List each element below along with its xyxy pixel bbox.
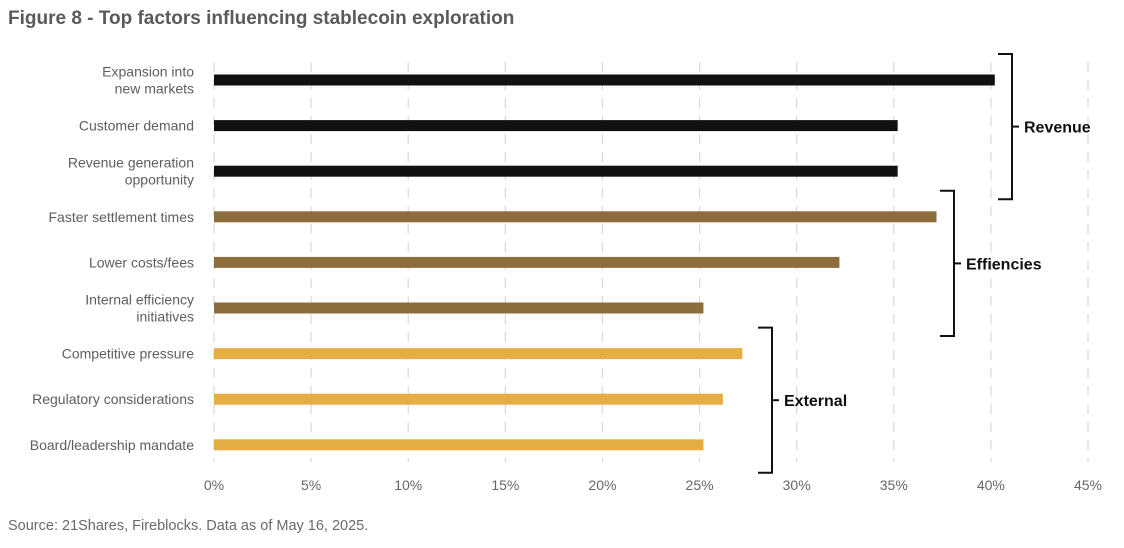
x-tick-label: 40% — [977, 477, 1005, 493]
group-bracket — [998, 53, 1013, 201]
chart-title: Figure 8 - Top factors influencing stabl… — [8, 8, 515, 29]
x-tick-label: 20% — [588, 477, 616, 493]
bar — [214, 211, 937, 223]
group-bracket — [940, 189, 955, 337]
x-tick-label: 45% — [1074, 477, 1102, 493]
bar — [214, 256, 840, 268]
group-label: Revenue — [1024, 120, 1091, 137]
x-tick-label: 30% — [783, 477, 811, 493]
category-label: Board/leadership mandate — [30, 437, 194, 453]
bar — [214, 393, 723, 405]
source-note: Source: 21Shares, Fireblocks. Data as of… — [8, 518, 369, 534]
bar — [214, 348, 743, 360]
bar — [214, 302, 704, 314]
bar — [214, 120, 898, 132]
group-label: External — [784, 393, 847, 410]
x-tick-label: 5% — [301, 477, 321, 493]
category-label: Internal efficiency initiatives — [85, 292, 194, 325]
category-label: Revenue generation opportunity — [68, 155, 194, 188]
category-label: Competitive pressure — [62, 346, 194, 362]
x-tick-label: 10% — [394, 477, 422, 493]
category-label: Faster settlement times — [49, 209, 195, 225]
category-label: Expansion into new markets — [102, 64, 194, 97]
x-tick-label: 25% — [686, 477, 714, 493]
x-tick-label: 35% — [880, 477, 908, 493]
x-tick-label: 0% — [204, 477, 224, 493]
bar — [214, 165, 898, 177]
category-label: Regulatory considerations — [32, 391, 194, 407]
group-bracket — [758, 326, 773, 474]
bar — [214, 74, 995, 86]
x-tick-label: 15% — [491, 477, 519, 493]
category-label: Customer demand — [79, 118, 194, 134]
bar — [214, 439, 704, 451]
group-label: Effiencies — [966, 256, 1042, 273]
category-label: Lower costs/fees — [89, 254, 194, 270]
